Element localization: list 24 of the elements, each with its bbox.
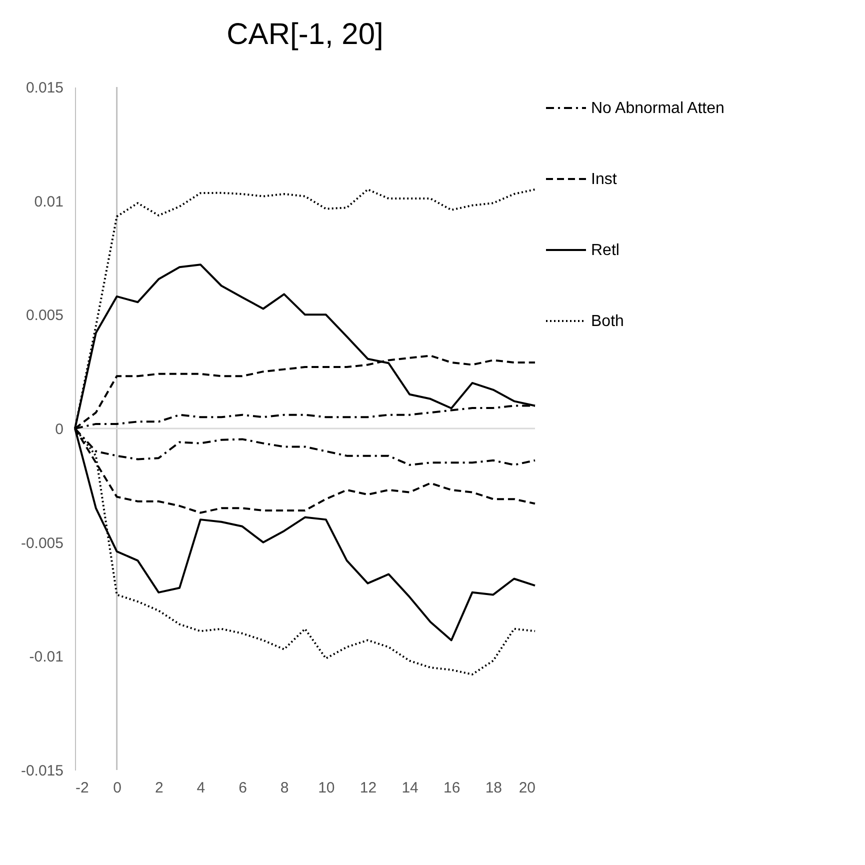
- x-tick-label: 0: [113, 780, 122, 796]
- x-tick-label: 6: [238, 780, 247, 796]
- x-tick-label: 10: [318, 780, 335, 796]
- x-tick-label: 14: [402, 780, 418, 796]
- x-tick-label: 8: [280, 780, 289, 796]
- y-tick-label: 0: [55, 421, 64, 438]
- x-tick-label: 16: [444, 780, 460, 796]
- y-tick-label: -0.005: [20, 534, 64, 552]
- y-tick-label: -0.01: [29, 648, 64, 666]
- y-tick-label: 0.015: [26, 80, 64, 96]
- chart-title: CAR[-1, 20]: [226, 18, 384, 51]
- x-tick-label: 2: [154, 780, 164, 796]
- y-tick-label: -0.015: [20, 762, 64, 780]
- y-tick-label: 0.005: [26, 307, 64, 324]
- x-tick-label: 12: [360, 780, 377, 796]
- x-tick-label: -2: [76, 780, 89, 796]
- legend-label: Inst: [591, 171, 618, 188]
- legend-label: Retl: [591, 242, 620, 259]
- legend-label: No Abnormal Atten: [591, 100, 724, 117]
- x-tick-label: 18: [485, 780, 502, 796]
- legend-label: Both: [591, 313, 624, 330]
- y-tick-label: 0.01: [34, 193, 64, 210]
- x-tick-label: 20: [518, 780, 536, 796]
- x-tick-label: 4: [196, 780, 206, 796]
